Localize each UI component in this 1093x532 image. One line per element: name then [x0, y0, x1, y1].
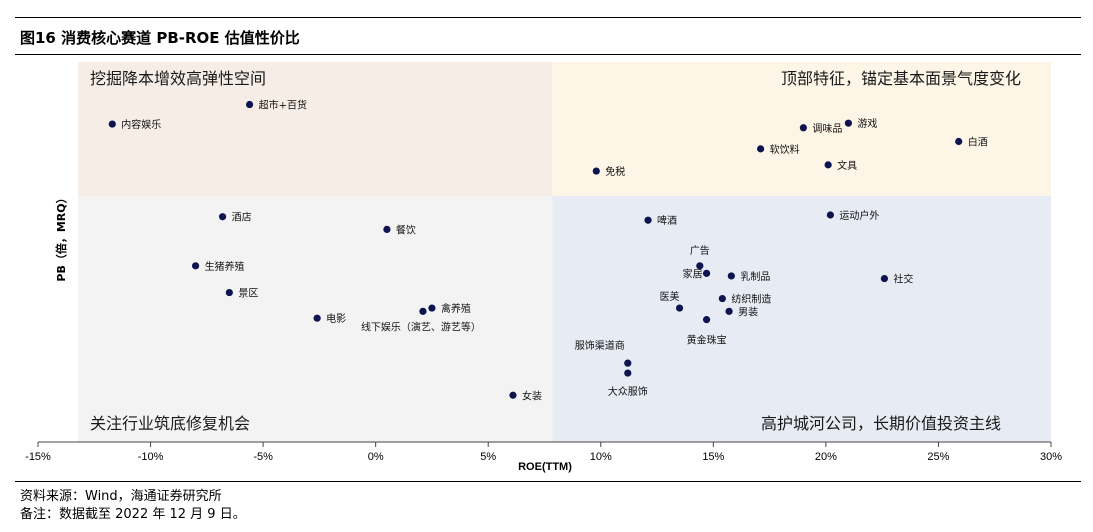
date-note: 备注：数据截至 2022 年 12 月 9 日。 [20, 507, 246, 522]
data-point [696, 262, 704, 270]
x-tick-label: 25% [927, 451, 949, 463]
data-point [844, 119, 853, 127]
data-point [191, 262, 200, 270]
data-point [725, 307, 733, 315]
data-point-label: 调味品 [812, 123, 842, 135]
data-point-label: 啤酒 [657, 215, 677, 227]
x-tick-label: -15% [25, 451, 51, 463]
data-point-label: 白酒 [968, 135, 988, 148]
data-point [218, 213, 227, 221]
data-point-label: 游戏 [857, 117, 877, 130]
data-point-label: 黄金珠宝 [687, 334, 727, 347]
data-point [246, 100, 254, 109]
data-point-label: 电影 [326, 312, 346, 325]
x-tick-label: 20% [815, 451, 837, 463]
data-point [718, 294, 726, 303]
data-point-label: 免税 [605, 165, 625, 178]
data-point-label: 广告 [690, 244, 710, 257]
data-point-label: 景区 [238, 288, 258, 300]
data-point-label: 女装 [522, 389, 542, 402]
data-point-label: 软饮料 [770, 143, 800, 156]
source-note: 资料来源：Wind，海通证券研究所 [20, 489, 222, 504]
data-point-label: 纺织制造 [731, 293, 771, 306]
x-tick-label: -5% [253, 451, 273, 463]
title-rule [15, 54, 1081, 55]
x-tick-label: 0% [368, 451, 384, 463]
x-axis-title: ROE(TTM) [518, 461, 572, 473]
data-point-label: 运动户外 [839, 209, 879, 222]
data-point [592, 167, 600, 175]
data-point-label: 餐饮 [396, 223, 416, 236]
data-point-label: 服饰渠道商 [575, 339, 625, 352]
data-point [644, 216, 652, 224]
quadrant-label-top-left: 挖掘降本增效高弹性空间 [90, 69, 266, 88]
data-point [757, 145, 765, 153]
data-point [727, 272, 735, 280]
data-point-label: 家居 [683, 267, 703, 280]
data-point-label: 禽养殖 [441, 302, 471, 315]
data-point [419, 307, 427, 315]
data-point [702, 316, 711, 324]
data-point [624, 359, 632, 367]
data-point [826, 211, 834, 219]
footer-rule [15, 481, 1081, 482]
quadrant-bottom-right-bg [552, 196, 1051, 442]
data-point [383, 225, 391, 233]
data-point-label: 大众服饰 [608, 385, 648, 398]
data-point-label: 医美 [660, 290, 680, 303]
quadrant-label-bottom-left: 关注行业筑底修复机会 [90, 414, 250, 433]
data-point-label: 超市+百货 [259, 99, 307, 112]
x-tick-label: 5% [480, 451, 496, 463]
top-rule [15, 17, 1081, 18]
quadrant-top-left-bg [78, 62, 553, 196]
data-point [428, 304, 436, 312]
x-axis-ticks: -15% -10% -5% 0% 5% 10% 15% 20% 25% 30% [25, 442, 1062, 463]
y-axis-title: PB（倍，MRQ） [54, 192, 68, 281]
data-point-label: 内容娱乐 [121, 118, 161, 131]
data-point-label: 男装 [738, 305, 758, 318]
data-point-label: 线下娱乐（演艺、游艺等） [361, 320, 481, 333]
data-point [675, 304, 684, 312]
data-point [624, 369, 632, 377]
x-tick-label: -10% [138, 451, 164, 463]
x-tick-label: 10% [590, 451, 612, 463]
quadrant-label-bottom-right: 高护城河公司，长期价值投资主线 [761, 414, 1001, 433]
data-point [509, 391, 517, 399]
data-point [702, 269, 711, 277]
figure-title: 图16 消费核心赛道 PB-ROE 估值性价比 [20, 29, 300, 47]
x-tick-label: 30% [1040, 451, 1062, 463]
data-point [313, 314, 321, 322]
x-tick-label: 15% [702, 451, 724, 463]
data-point-label: 乳制品 [740, 270, 770, 283]
data-point-label: 文具 [837, 159, 857, 172]
data-point [955, 137, 963, 146]
data-point [225, 288, 233, 297]
data-point [824, 161, 832, 169]
data-point [880, 274, 889, 283]
data-point [799, 124, 807, 132]
data-point-label: 酒店 [232, 211, 252, 224]
data-point-label: 社交 [893, 273, 913, 286]
data-point [108, 120, 116, 128]
quadrant-label-top-right: 顶部特征，锚定基本面景气度变化 [781, 69, 1021, 88]
data-point-label: 生猪养殖 [205, 260, 245, 273]
